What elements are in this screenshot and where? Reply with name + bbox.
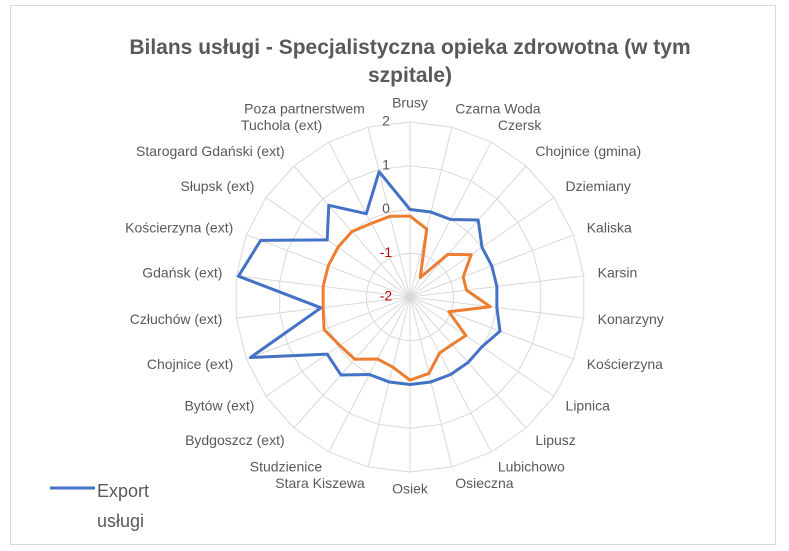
category-label: Bydgoszcz (ext)	[185, 432, 285, 448]
category-label: Dziemiany	[566, 178, 631, 194]
category-label: Lipusz	[535, 432, 575, 448]
category-label: Chojnice (ext)	[147, 356, 233, 372]
category-label: Kościerzyna	[587, 356, 663, 372]
category-label: Czarna Woda	[455, 100, 541, 116]
series-line	[321, 214, 492, 382]
grid-ring	[279, 165, 541, 429]
grid-ring	[366, 252, 454, 342]
category-label: Osiek	[392, 481, 429, 497]
category-label: Człuchów (ext)	[130, 311, 223, 327]
category-label: Stara Kiszewa	[275, 475, 365, 491]
category-label: Karsin	[598, 264, 638, 280]
category-label: Osieczna	[455, 475, 514, 491]
legend-label: Export usługi	[97, 481, 150, 531]
y-tick-label: -1	[380, 244, 393, 260]
y-tick-label: 0	[382, 200, 390, 216]
category-label: Lipnica	[566, 397, 611, 413]
category-label: Poza partnerstwem	[244, 100, 365, 116]
category-label: Chojnice (gmina)	[535, 143, 641, 159]
y-tick-label: 2	[382, 113, 390, 129]
category-label: Kościerzyna (ext)	[125, 219, 233, 235]
y-tick-label: 1	[382, 156, 390, 172]
y-tick-label: -2	[380, 288, 393, 304]
category-label: Lubichowo	[498, 459, 565, 475]
category-label: Kaliska	[587, 219, 632, 235]
category-label: Słupsk (ext)	[181, 178, 255, 194]
category-label: Bytów (ext)	[184, 397, 254, 413]
series-line	[236, 170, 502, 386]
category-label: Czersk	[498, 117, 543, 133]
category-label: Studzienice	[250, 459, 323, 475]
category-label: Gdańsk (ext)	[142, 264, 222, 280]
chart-title: Bilans usługi - Specjalistyczna opieka z…	[129, 36, 691, 87]
chart-border	[10, 5, 776, 545]
grid-ring	[235, 121, 585, 473]
category-label: Konarzyny	[598, 311, 664, 327]
category-label: Starogard Gdański (ext)	[136, 143, 285, 159]
category-label: Tuchola (ext)	[241, 117, 322, 133]
category-label: Brusy	[392, 95, 428, 111]
